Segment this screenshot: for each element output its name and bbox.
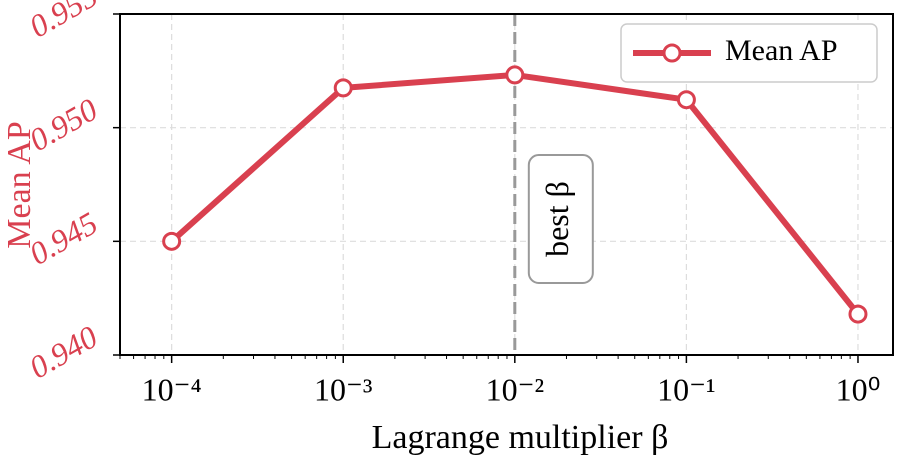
annotation: best β	[539, 181, 575, 257]
y-tick-label: 0.940	[23, 318, 103, 385]
y-axis-label: Mean AP	[1, 121, 38, 249]
y-tick-label: 0.955	[23, 0, 103, 44]
plot-frame	[119, 13, 894, 356]
x-axis-label: Lagrange multiplier β	[372, 419, 669, 456]
legend-marker	[662, 43, 682, 63]
x-tick-label: 10⁻⁴	[142, 371, 202, 407]
legend-label: Mean AP	[725, 34, 838, 67]
point	[162, 231, 182, 251]
y-tick-label: 0.950	[23, 91, 103, 158]
point	[848, 304, 868, 324]
point	[333, 78, 353, 98]
point	[676, 90, 696, 110]
legend-box	[620, 23, 878, 83]
point	[505, 65, 525, 85]
x-tick-label: 10⁻³	[314, 371, 372, 407]
annotation-box	[527, 154, 594, 284]
x-tick-label: 10⁻¹	[657, 371, 715, 407]
x-tick-label: 10⁻²	[486, 371, 544, 407]
x-tick-label: 10⁰	[836, 371, 881, 407]
